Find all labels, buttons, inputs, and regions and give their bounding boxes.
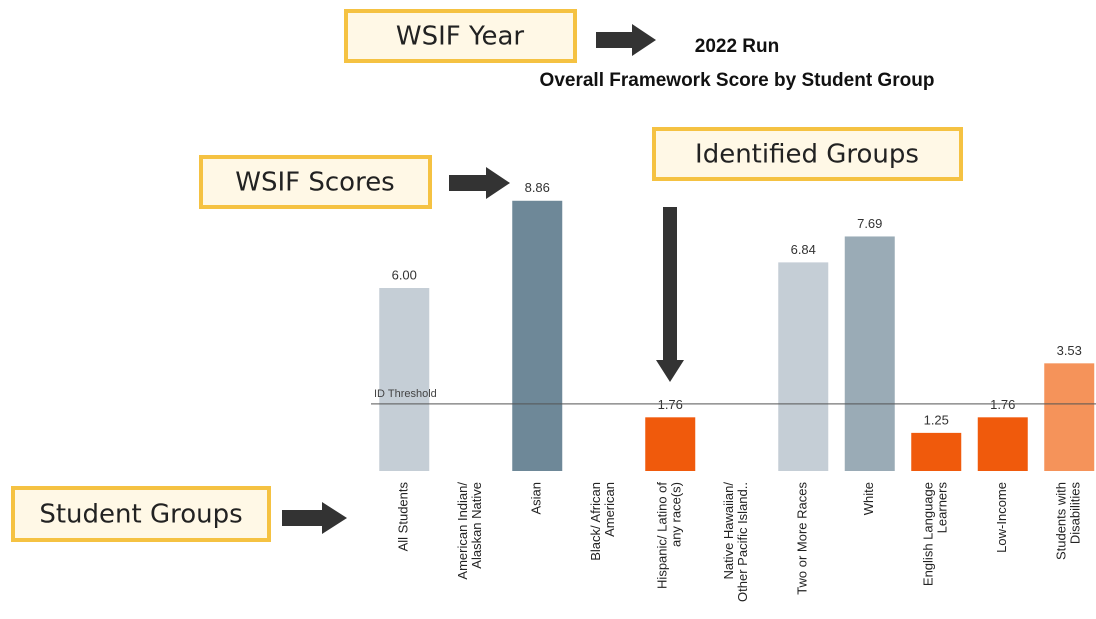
x-tick-label: Students withDisabilities (1054, 482, 1083, 561)
x-tick-label: Asian (529, 482, 544, 515)
arrow (282, 502, 347, 534)
data-label: 7.69 (857, 216, 882, 231)
data-label: 1.25 (924, 412, 949, 427)
annotation: WSIF Year (396, 22, 524, 52)
data-label: 6.00 (392, 267, 417, 282)
chart-title: 2022 Run (695, 36, 779, 57)
annotation-box (652, 127, 963, 181)
annotation-box (199, 155, 432, 209)
annotation: Student Groups (39, 500, 242, 530)
annotation: WSIF Scores (235, 168, 394, 198)
bar (911, 432, 962, 471)
bar (977, 417, 1028, 471)
x-tick-label: All Students (396, 482, 411, 552)
chart-subtitle: Overall Framework Score by Student Group (540, 70, 935, 91)
x-tick-label: Native Hawaiian/Other Pacific Island.. (721, 482, 750, 602)
bar (645, 417, 696, 471)
x-tick-label: White (861, 482, 876, 515)
bar (1044, 363, 1095, 471)
threshold-label: ID Threshold (374, 388, 437, 400)
arrow (656, 207, 684, 382)
bar (778, 262, 829, 471)
data-label: 6.84 (791, 242, 816, 257)
annotation-box (344, 9, 577, 63)
arrow (596, 24, 656, 56)
bar (844, 236, 895, 471)
data-label: 8.86 (525, 180, 550, 195)
annotation-box (11, 486, 271, 542)
x-tick-label: Hispanic/ Latino ofany race(s) (655, 482, 684, 589)
arrow (449, 167, 510, 199)
x-tick-label: English LanguageLearners (921, 482, 950, 587)
bar (512, 200, 563, 471)
data-label: 3.53 (1057, 343, 1082, 358)
x-tick-label: Black/ AfricanAmerican (588, 482, 617, 561)
bar (379, 288, 430, 471)
x-tick-label: Two or More Races (795, 482, 810, 595)
x-tick-label: American Indian/Alaskan Native (455, 482, 484, 580)
annotation: Identified Groups (695, 140, 919, 170)
x-tick-label: Low-Income (994, 482, 1009, 553)
